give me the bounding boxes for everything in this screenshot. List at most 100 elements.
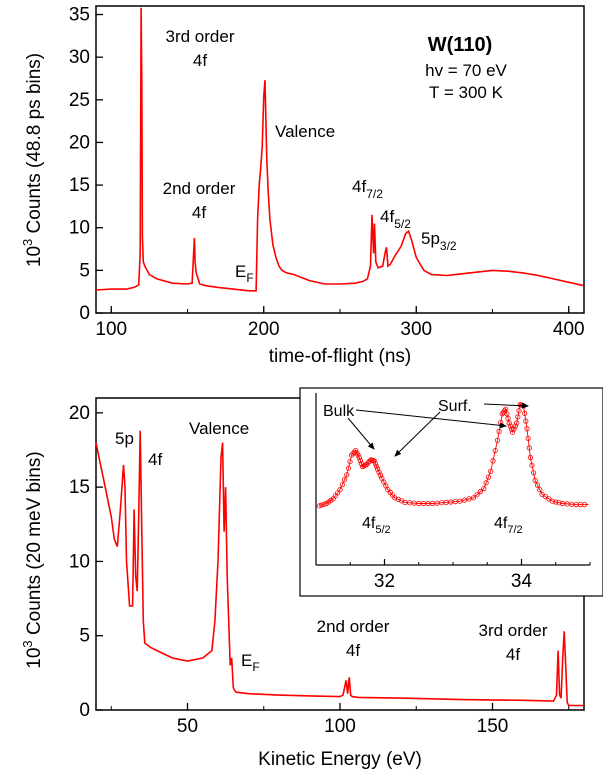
bottom-y-tick-label: 0 bbox=[79, 700, 90, 721]
bottom-y-tick-label: 5 bbox=[79, 626, 90, 647]
inset-x-tick-label: 34 bbox=[511, 571, 533, 592]
inset-data-point bbox=[374, 466, 381, 472]
inset-data-point bbox=[365, 460, 371, 466]
bottom-chart: 50 100 150 0 5 10 15 20 Kinetic Energy (eV) 103… bbox=[20, 397, 585, 770]
top-spectrum-line bbox=[95, 7, 585, 292]
bottom-third-order-label: 3rd order bbox=[479, 621, 548, 640]
inset-data-point bbox=[523, 418, 529, 424]
inset-data-point bbox=[492, 447, 498, 454]
inset-data-point bbox=[512, 423, 518, 429]
bottom-y-tick-label: 20 bbox=[69, 403, 90, 424]
inset-data-point bbox=[509, 429, 516, 435]
top-second-order-label: 2nd order bbox=[163, 179, 236, 198]
bottom-third-order-4f-label: 4f bbox=[506, 645, 520, 664]
inset-data-point bbox=[485, 474, 491, 480]
inset-x-tick-label: 32 bbox=[374, 571, 395, 592]
inset-data-point bbox=[504, 411, 510, 417]
top-plot-frame bbox=[95, 5, 585, 314]
bottom-spectrum-line bbox=[95, 430, 584, 707]
inset-data-point bbox=[515, 414, 521, 420]
inset-data-point bbox=[337, 487, 343, 493]
inset-data-point bbox=[377, 472, 383, 478]
inset-data-point bbox=[553, 499, 559, 505]
inset-data-point bbox=[357, 457, 363, 464]
inset-data-point bbox=[490, 458, 496, 464]
inset-data-point bbox=[511, 426, 517, 432]
top-y-tick-label: 35 bbox=[69, 5, 90, 26]
inset-data-point bbox=[483, 480, 489, 486]
bottom-valence-label: Valence bbox=[189, 419, 249, 438]
inset-data-point bbox=[514, 420, 520, 426]
top-x-tick-label: 200 bbox=[248, 319, 280, 340]
inset-data-point bbox=[366, 458, 372, 464]
inset-data-point bbox=[581, 501, 588, 508]
inset-data-point bbox=[381, 479, 387, 485]
top-y-tick-label: 20 bbox=[69, 132, 90, 153]
inset-chart: 32 34 Bulk Surf. 4f5/2 4f7/2 bbox=[299, 387, 603, 597]
inset-box bbox=[299, 387, 603, 597]
inset-data-point bbox=[376, 469, 382, 475]
top-y-tick-label: 30 bbox=[69, 47, 90, 68]
inset-data-point bbox=[537, 487, 543, 493]
inset-data-point bbox=[319, 502, 325, 508]
inset-data-point bbox=[530, 470, 537, 476]
inset-data-point bbox=[527, 454, 534, 461]
top-y-axis-label: 103 Counts (48.8 ps bins) bbox=[20, 53, 45, 267]
inset-data-point bbox=[529, 462, 535, 468]
inset-data-point bbox=[347, 459, 353, 465]
inset-data-point bbox=[321, 501, 327, 507]
bottom-x-tick-label: 100 bbox=[324, 716, 356, 737]
top-y-tick-label: 0 bbox=[79, 303, 90, 324]
inset-data-point bbox=[461, 497, 467, 503]
bulk-arrow-72 bbox=[355, 409, 507, 429]
inset-data-point bbox=[508, 426, 515, 432]
inset-data-point bbox=[496, 428, 502, 434]
top-x-tick-label: 300 bbox=[400, 319, 432, 340]
bottom-y-tick-label: 15 bbox=[69, 477, 90, 498]
bottom-second-order-label: 2nd order bbox=[317, 617, 390, 636]
inset-surf-label: Surf. bbox=[438, 398, 472, 415]
inset-data-point bbox=[488, 468, 494, 474]
inset-data-point bbox=[525, 435, 531, 441]
inset-axis-ticks: 32 34 bbox=[315, 559, 591, 592]
inset-bulk-label: Bulk bbox=[323, 403, 355, 420]
surf-arrow-52 bbox=[394, 411, 441, 457]
bulk-arrow-52 bbox=[347, 417, 375, 450]
inset-data-point bbox=[477, 488, 483, 495]
inset-data-point bbox=[526, 445, 532, 451]
inset-data-point bbox=[534, 482, 541, 488]
inset-data-point bbox=[345, 465, 351, 471]
bottom-second-order-4f-label: 4f bbox=[346, 641, 360, 660]
top-third-order-label: 3rd order bbox=[166, 27, 235, 46]
bottom-y-axis-label: 103 Counts (20 meV bins) bbox=[20, 451, 45, 668]
inset-data-point bbox=[516, 408, 522, 414]
top-x-tick-label: 100 bbox=[95, 319, 127, 340]
inset-4f72-label: 4f7/2 bbox=[494, 515, 523, 536]
top-axis-ticks: 100 200 300 400 0 5 10 15 20 25 30 35 bbox=[69, 5, 585, 340]
top-x-tick-label: 400 bbox=[553, 319, 585, 340]
bottom-5p-label: 5p bbox=[115, 429, 134, 448]
inset-data-point bbox=[505, 415, 511, 421]
top-4f52-label: 4f5/2 bbox=[380, 207, 411, 231]
inset-data-point bbox=[316, 503, 322, 509]
inset-data-point bbox=[481, 485, 487, 492]
bottom-y-tick-label: 10 bbox=[69, 551, 90, 572]
top-ef-label: EF bbox=[235, 262, 254, 285]
top-y-tick-label: 5 bbox=[79, 260, 90, 281]
inset-data-point bbox=[341, 477, 348, 483]
top-valence-label: Valence bbox=[275, 122, 335, 141]
top-y-tick-label: 15 bbox=[69, 175, 90, 196]
top-y-tick-label: 10 bbox=[69, 218, 90, 239]
inset-data-point bbox=[524, 426, 530, 432]
bottom-x-axis-label: Kinetic Energy (eV) bbox=[258, 749, 422, 770]
inset-data-point bbox=[522, 410, 528, 416]
inset-data-point bbox=[494, 437, 501, 443]
inset-data-points bbox=[316, 401, 588, 509]
top-y-tick-label: 25 bbox=[69, 90, 90, 111]
inset-data-point bbox=[506, 420, 512, 426]
sample-title: W(110) bbox=[428, 34, 492, 56]
inset-data-point bbox=[556, 500, 562, 506]
inset-4f52-label: 4f5/2 bbox=[362, 515, 391, 536]
top-4f72-label: 4f7/2 bbox=[352, 177, 383, 201]
